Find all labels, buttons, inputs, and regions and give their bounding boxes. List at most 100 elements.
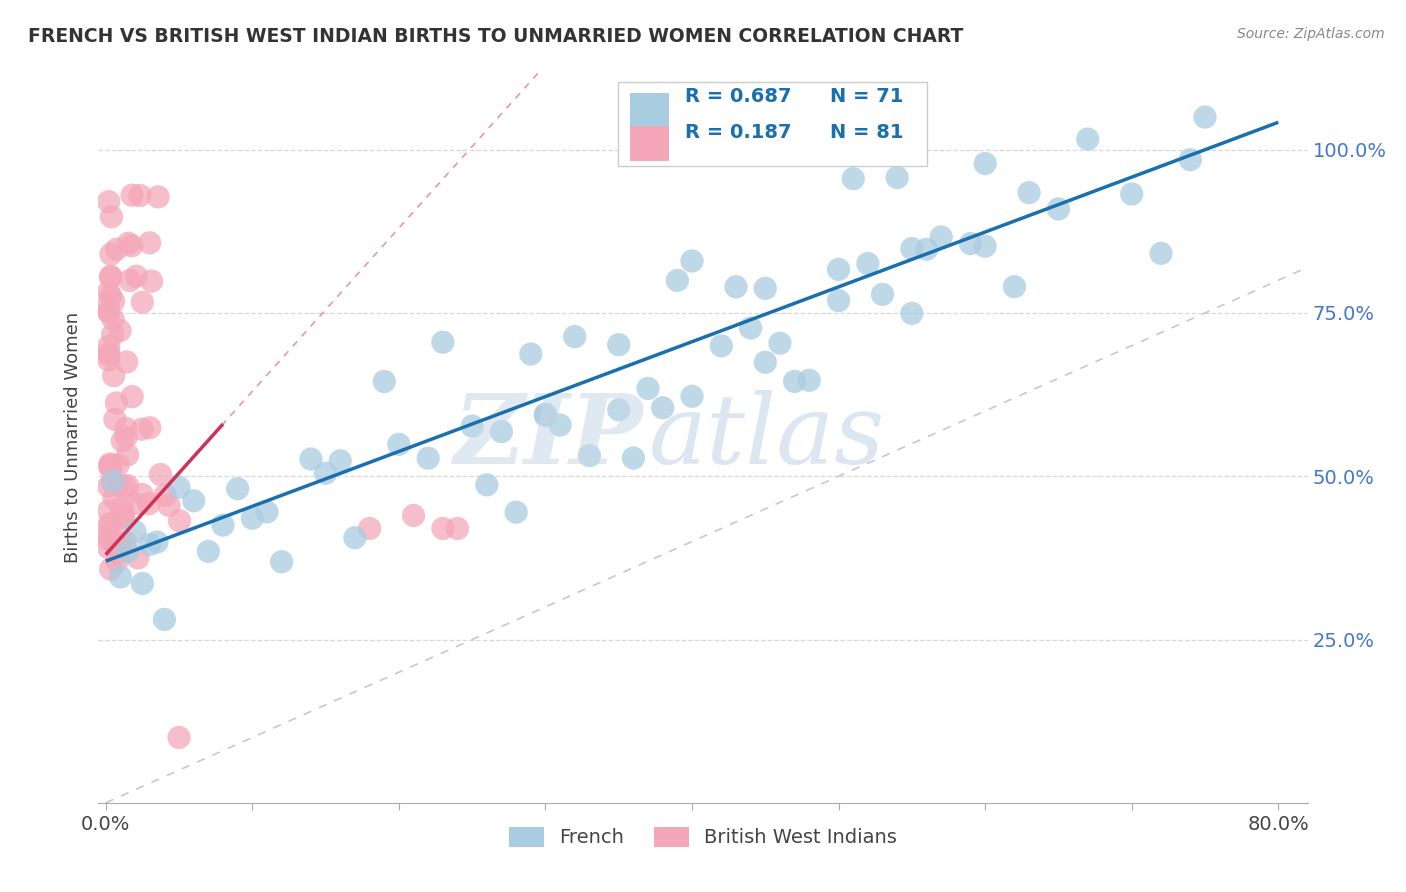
Point: [117, 448, 139, 462]
Point: [153, 488, 176, 502]
Point: [98, 457, 121, 471]
Point: [315, 467, 337, 481]
Point: [1194, 110, 1216, 124]
Point: [1180, 153, 1202, 167]
Point: [117, 544, 139, 558]
Point: [578, 449, 600, 463]
Point: [169, 514, 191, 528]
Point: [974, 239, 997, 253]
Point: [769, 336, 792, 351]
Text: ZIP: ZIP: [453, 390, 643, 484]
Point: [97, 297, 120, 311]
Point: [607, 402, 630, 417]
Point: [97, 285, 120, 299]
Point: [131, 487, 153, 501]
Point: [105, 396, 128, 410]
Point: [475, 478, 498, 492]
Point: [681, 254, 703, 268]
Point: [97, 346, 120, 360]
Point: [118, 274, 141, 288]
Point: [117, 236, 139, 251]
Point: [104, 412, 127, 426]
Point: [138, 538, 160, 552]
Point: [388, 437, 411, 451]
Point: [974, 156, 997, 170]
Point: [402, 508, 425, 523]
Point: [112, 507, 135, 521]
Point: [110, 570, 132, 584]
Point: [131, 576, 153, 591]
FancyBboxPatch shape: [630, 126, 669, 161]
Point: [842, 171, 865, 186]
Point: [740, 321, 762, 335]
Text: atlas: atlas: [648, 390, 884, 484]
Point: [1018, 186, 1040, 200]
Point: [167, 731, 190, 745]
Text: Source: ZipAtlas.com: Source: ZipAtlas.com: [1237, 27, 1385, 41]
Point: [103, 536, 125, 550]
Point: [373, 375, 395, 389]
Point: [138, 235, 160, 250]
Point: [97, 305, 120, 319]
Point: [621, 451, 644, 466]
Point: [111, 500, 134, 514]
Point: [101, 524, 124, 539]
Point: [97, 533, 120, 547]
Point: [167, 480, 190, 494]
Point: [710, 339, 733, 353]
Point: [827, 293, 849, 308]
Point: [97, 528, 120, 542]
Point: [105, 242, 128, 256]
Point: [724, 280, 747, 294]
Point: [97, 504, 120, 518]
Point: [114, 479, 136, 493]
Point: [101, 475, 124, 490]
Point: [100, 269, 122, 284]
Point: [157, 499, 180, 513]
Point: [681, 389, 703, 403]
Point: [799, 373, 821, 387]
Point: [146, 535, 169, 549]
Point: [329, 454, 352, 468]
Point: [97, 339, 120, 353]
Point: [1047, 202, 1070, 216]
Point: [111, 434, 134, 448]
Point: [418, 451, 440, 466]
Point: [270, 555, 292, 569]
Point: [651, 401, 673, 415]
Point: [103, 491, 125, 505]
Point: [461, 419, 484, 434]
Text: N = 81: N = 81: [830, 122, 904, 142]
Point: [100, 270, 122, 285]
Text: N = 71: N = 71: [830, 87, 903, 106]
Point: [754, 355, 776, 369]
Point: [100, 289, 122, 303]
Point: [1150, 246, 1173, 260]
Point: [100, 247, 122, 261]
Point: [97, 194, 120, 209]
Point: [1004, 279, 1026, 293]
Point: [197, 544, 219, 558]
Point: [125, 269, 148, 284]
Point: [146, 190, 169, 204]
Point: [520, 347, 543, 361]
Y-axis label: Births to Unmarried Women: Births to Unmarried Women: [63, 311, 82, 563]
Point: [127, 550, 149, 565]
Point: [183, 493, 205, 508]
Text: R = 0.687: R = 0.687: [685, 87, 792, 106]
Point: [901, 242, 924, 256]
Point: [827, 262, 849, 277]
Point: [240, 511, 263, 525]
FancyBboxPatch shape: [619, 82, 927, 167]
Point: [432, 335, 454, 350]
Point: [97, 305, 120, 319]
Point: [107, 547, 129, 561]
Point: [100, 516, 122, 531]
Point: [505, 505, 527, 519]
Point: [115, 355, 138, 369]
Point: [124, 497, 146, 511]
Point: [637, 381, 659, 395]
Point: [100, 210, 122, 224]
Point: [103, 294, 125, 309]
Point: [101, 474, 124, 488]
